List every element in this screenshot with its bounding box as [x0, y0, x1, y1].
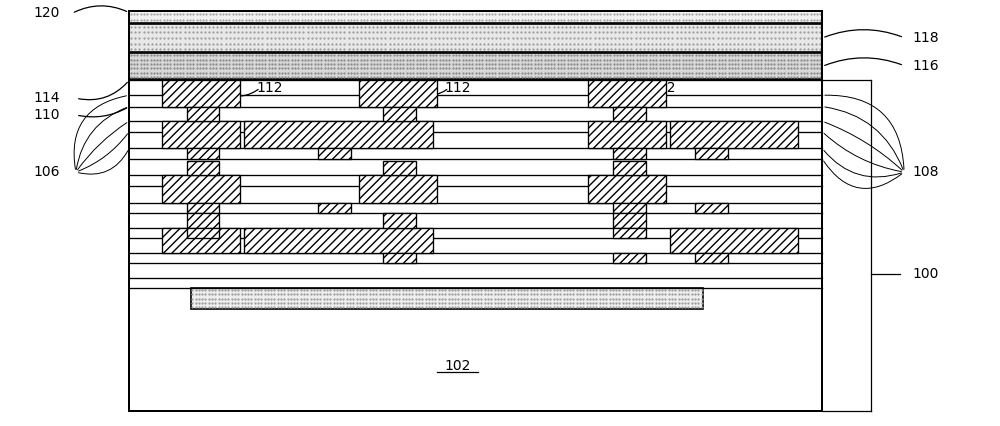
Text: 112: 112 [650, 81, 676, 95]
Text: 100: 100 [912, 267, 939, 281]
Bar [613, 202, 646, 213]
Bar [318, 202, 351, 213]
Bar [613, 213, 646, 227]
Bar [383, 253, 416, 263]
Bar [129, 11, 822, 412]
Bar [162, 80, 240, 106]
Bar [383, 213, 416, 227]
Bar [191, 288, 703, 309]
Text: 108: 108 [912, 165, 939, 179]
Bar [588, 80, 666, 106]
Text: 112: 112 [445, 81, 471, 95]
Bar [129, 11, 822, 412]
Text: 106: 106 [33, 165, 60, 179]
Bar [187, 148, 219, 159]
Bar [129, 12, 822, 23]
Bar [695, 253, 728, 263]
Text: 112: 112 [256, 81, 283, 95]
Bar [244, 227, 433, 253]
Bar [187, 202, 219, 213]
Bar [318, 148, 351, 159]
Bar [670, 227, 798, 253]
Bar [359, 176, 437, 202]
Bar [187, 161, 219, 176]
Text: 104: 104 [444, 291, 470, 304]
Bar [162, 176, 240, 202]
Bar [162, 227, 240, 253]
Text: 114: 114 [33, 91, 60, 105]
Text: 120: 120 [33, 6, 60, 20]
Bar [613, 161, 646, 176]
Text: 102: 102 [444, 359, 470, 373]
Bar [187, 227, 219, 238]
Bar [383, 106, 416, 121]
Bar [670, 121, 798, 148]
Bar [613, 253, 646, 263]
Bar [129, 53, 822, 79]
Text: 118: 118 [912, 31, 939, 45]
Bar [588, 121, 666, 148]
Text: 116: 116 [912, 59, 939, 72]
Bar [244, 121, 433, 148]
Bar [187, 106, 219, 121]
Bar [588, 176, 666, 202]
Bar [187, 213, 219, 227]
Bar [359, 80, 437, 106]
Bar [613, 227, 646, 238]
Bar [162, 121, 240, 148]
Text: 110: 110 [33, 108, 60, 122]
Bar [383, 161, 416, 176]
Bar [695, 148, 728, 159]
Bar [613, 148, 646, 159]
Bar [695, 202, 728, 213]
Bar [129, 24, 822, 52]
Bar [613, 106, 646, 121]
